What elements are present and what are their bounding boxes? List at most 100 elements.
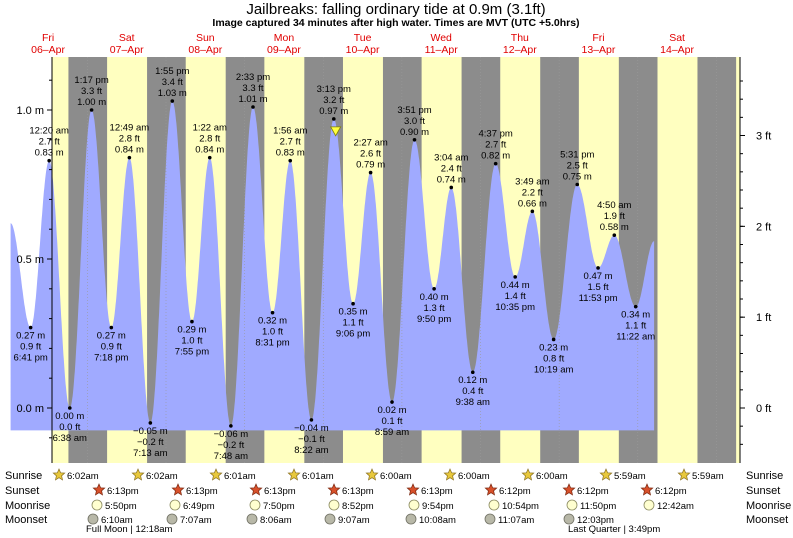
moonset-time: 10:08am — [419, 515, 456, 526]
sunset-time: 6:12pm — [655, 486, 687, 497]
extreme-metres: 0.74 m — [437, 174, 466, 185]
extreme-time: 1:22 am — [193, 123, 227, 134]
extreme-time: 5:31 pm — [560, 150, 594, 161]
extreme-metres: 0.84 m — [195, 145, 224, 156]
extreme-time: 12:49 am — [110, 123, 150, 134]
tide-extreme-point — [432, 287, 436, 291]
moonset-icon — [563, 513, 575, 525]
extreme-feet: 1.1 ft — [625, 321, 646, 332]
day-name: Sun — [196, 32, 215, 44]
sunrise-icon — [52, 468, 66, 481]
sunset-time: 6:13pm — [421, 486, 453, 497]
extreme-feet: 1.0 ft — [262, 327, 283, 338]
day-name: Tue — [354, 32, 372, 44]
moonset-icon — [484, 513, 496, 525]
extreme-feet: 2.7 ft — [485, 140, 506, 151]
extreme-time: 8:22 am — [294, 445, 328, 456]
extreme-time: 7:18 pm — [94, 353, 128, 364]
tide-extreme-point — [89, 108, 94, 112]
astronomy-rows: Sunrise Sunrise Sunset Sunset Moonrise Moonri… — [5, 468, 791, 535]
extreme-feet: 2.4 ft — [441, 163, 462, 174]
extreme-time: 2:27 am — [353, 138, 387, 149]
tide-extreme-point — [633, 304, 638, 309]
day-name: Thu — [511, 32, 529, 44]
row-label-left: Moonrise — [5, 500, 50, 512]
extreme-time: 3:49 am — [515, 176, 549, 187]
sunset-time: 6:13pm — [342, 486, 374, 497]
extreme-time: 11:22 am — [616, 332, 655, 343]
moonset-time: 12:03pm — [577, 515, 614, 526]
extreme-feet: 2.2 ft — [522, 187, 543, 198]
extreme-metres: 0.47 m — [584, 271, 613, 282]
sunrise-time: 6:02am — [67, 471, 99, 482]
row-label-left: Sunrise — [5, 470, 42, 482]
sunrise-time: 6:01am — [302, 471, 334, 482]
left-tick-label: 0.5 m — [16, 254, 44, 266]
tide-extreme-point — [575, 182, 580, 187]
sunrise-icon — [209, 468, 223, 481]
extreme-feet: 0.4 ft — [462, 386, 483, 397]
extreme-time: 10:19 am — [534, 364, 574, 375]
sunset-icon — [484, 483, 498, 496]
moonset-time: 6:10am — [101, 515, 133, 526]
moonset-icon — [87, 513, 99, 525]
extreme-feet: 1.5 ft — [588, 282, 609, 293]
extreme-time: 4:37 pm — [478, 129, 512, 140]
tide-extreme-point — [251, 105, 255, 109]
extreme-time: 7:13 am — [133, 448, 167, 459]
moonrise-time: 11:50pm — [580, 501, 616, 512]
sunset-time: 6:13pm — [186, 486, 218, 497]
tide-extreme-point — [28, 325, 33, 330]
day-labels: Fri06–AprSat07–AprSun08–AprMon09–AprTue1… — [31, 32, 694, 56]
extreme-metres: 0.27 m — [16, 331, 45, 342]
moon-phase-last-quarter: Last Quarter | 3:49pm — [568, 524, 660, 535]
tide-extreme-point — [288, 158, 293, 163]
right-tick-label: 2 ft — [756, 221, 771, 233]
extreme-feet: 3.0 ft — [404, 116, 425, 127]
moonrise-icon — [249, 499, 261, 511]
day-date: 14–Apr — [660, 44, 694, 56]
extreme-metres: 0.35 m — [339, 307, 368, 318]
moonset-icon — [166, 513, 178, 525]
moonset-icon — [246, 513, 258, 525]
tide-extreme-point — [207, 155, 212, 160]
extreme-metres: 0.79 m — [356, 160, 385, 171]
day-name: Sat — [119, 32, 135, 44]
sunset-icon — [562, 483, 576, 496]
extreme-time: 6:41 pm — [13, 353, 47, 364]
sunrise-time: 5:59am — [692, 471, 724, 482]
row-label-right: Moonset — [746, 514, 788, 526]
tide-extreme-point — [612, 233, 617, 237]
extreme-metres: 0.90 m — [400, 127, 429, 138]
extreme-metres: 0.58 m — [600, 222, 629, 233]
sunrise-icon — [365, 468, 379, 481]
moonrise-icon — [328, 499, 340, 511]
extreme-feet: 3.3 ft — [242, 83, 263, 94]
extreme-metres: 0.00 m — [55, 411, 84, 422]
day-date: 06–Apr — [31, 44, 65, 56]
row-label-right: Sunset — [746, 485, 780, 497]
moonrise-icon — [643, 499, 655, 511]
day-date: 12–Apr — [503, 44, 537, 56]
daylight-band — [736, 57, 740, 463]
tide-extreme-point — [412, 138, 417, 142]
sunrise-icon — [521, 468, 535, 481]
extreme-metres: 0.27 m — [97, 331, 126, 342]
sunset-icon — [249, 483, 263, 496]
sunrise-icon — [131, 468, 145, 481]
chart-header: Jailbreaks: falling ordinary tide at 0.9… — [212, 1, 579, 29]
moonset-time: 11:07am — [498, 515, 534, 526]
tide-extreme-point — [390, 400, 394, 404]
day-date: 08–Apr — [188, 44, 222, 56]
extreme-metres: 1.03 m — [158, 88, 187, 99]
extreme-feet: −0.2 ft — [218, 440, 245, 451]
sunset-time: 6:13pm — [107, 486, 139, 497]
moonset-time: 7:07am — [180, 515, 212, 526]
sunrise-time: 6:01am — [224, 471, 256, 482]
extreme-metres: 0.23 m — [539, 342, 568, 353]
tide-extreme-point — [109, 325, 114, 330]
tide-extreme-point — [148, 421, 153, 425]
extreme-metres: 0.97 m — [319, 106, 348, 117]
tide-extreme-point — [530, 209, 535, 214]
